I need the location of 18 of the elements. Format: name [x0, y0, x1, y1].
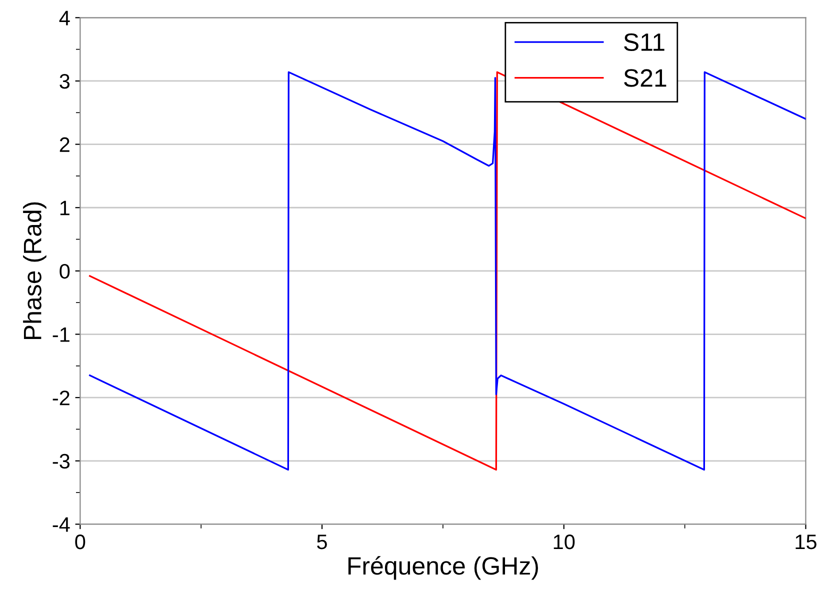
y-tick-label: 0 — [60, 264, 70, 279]
y-tick-label: 1 — [60, 200, 70, 216]
legend-label: S11 — [624, 33, 664, 52]
line-series — [89, 71, 806, 471]
x-axis-title: Fréquence (GHz) — [348, 556, 538, 580]
legend-label: S21 — [624, 69, 666, 87]
y-tick-label: -1 — [52, 327, 70, 342]
y-axis-title: Phase (Rad) — [23, 202, 46, 340]
y-tick-label: 4 — [59, 10, 70, 26]
y-tick-label: 3 — [60, 74, 70, 89]
y-tick-label: -3 — [52, 454, 70, 469]
x-tick-label: 10 — [554, 534, 575, 550]
y-tick-label: -4 — [52, 517, 70, 532]
x-tick-label: 15 — [796, 534, 816, 550]
y-tick-label: -2 — [52, 390, 70, 406]
x-tick-label: 0 — [75, 534, 86, 550]
x-tick-label: 5 — [317, 534, 327, 550]
y-tick-label: 2 — [60, 137, 70, 152]
